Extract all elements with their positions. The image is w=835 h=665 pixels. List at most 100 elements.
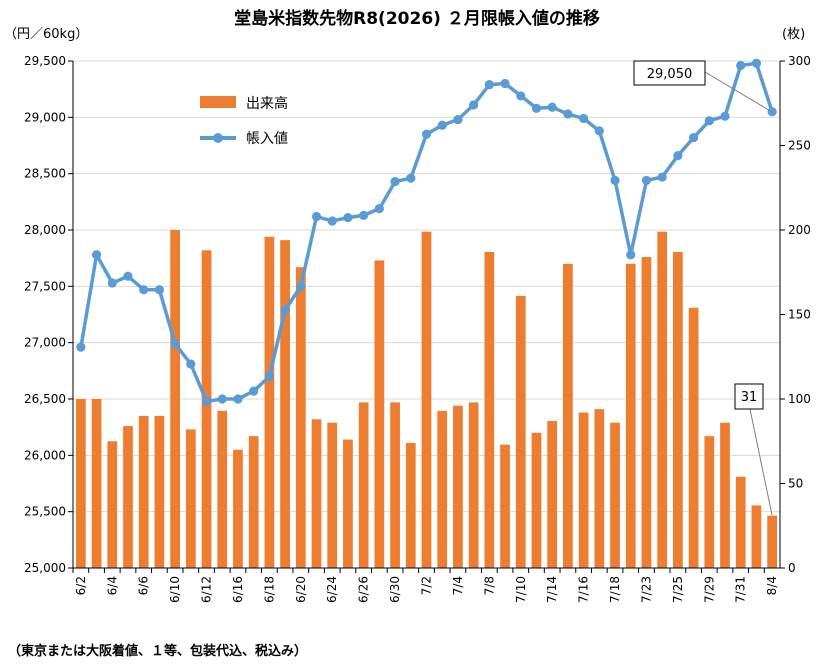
price-point [327,216,337,226]
x-tick-label: 7/8 [482,576,496,595]
volume-bar [405,442,416,568]
volume-bar [563,263,573,568]
volume-bar [421,231,432,568]
price-point [453,114,463,125]
price-point [139,285,149,295]
volume-bar [75,399,86,568]
price-point [249,386,259,396]
volume-bar [233,449,243,568]
price-point [720,111,730,121]
callout-volume: 31 [734,383,773,516]
volume-bar [390,402,400,568]
volume-bar [311,419,322,568]
right-axis-ticks: 0 50 100 150 200 250 300 [780,54,811,575]
price-point [186,359,196,369]
left-tick-label: 28,000 [24,223,66,237]
volume-bar [201,250,212,568]
x-tick-label: 7/25 [671,576,685,603]
right-tick-label: 250 [788,139,811,153]
price-point [531,103,542,113]
volume-bar [625,263,636,568]
volume-bar [735,476,746,568]
price-point [751,58,762,68]
legend: 出来高 帳入値 [200,95,288,147]
x-tick-label: 6/6 [137,576,151,595]
price-point [594,126,604,136]
volume-bar [594,409,605,568]
callout-price-leader [704,71,773,113]
price-point [406,173,416,183]
x-tick-label: 7/10 [514,576,528,603]
volume-bar [468,402,479,568]
volume-bar [484,251,495,568]
volume-bar [343,439,353,568]
volume-bar [217,410,228,568]
right-tick-label: 0 [788,561,796,575]
price-point [170,339,180,349]
price-point [704,116,714,126]
volume-bar [673,251,683,568]
price-point [217,394,227,404]
left-tick-label: 28,500 [24,167,66,181]
price-point [516,91,526,101]
price-point [233,394,243,404]
right-tick-label: 300 [788,54,811,68]
x-tick-label: 6/26 [357,576,371,603]
chart-title: 堂島米指数先物R8(2026) ２月限帳入値の推移 [234,8,600,29]
legend-line-marker [213,133,223,143]
x-tick-label: 7/23 [639,576,653,603]
volume-bar [248,436,259,568]
left-tick-label: 29,000 [24,110,66,124]
x-axis-ticks: 6/2 6/4 6/6 6/10 6/12 6/16 6/18 6/20 6/24 6/26 6/3… [72,568,779,603]
x-tick-label: 7/4 [451,576,465,595]
volume-bar [374,260,385,568]
price-point [563,109,573,119]
price-point [91,250,102,260]
volume-bar [641,257,652,568]
volume-bar [185,429,196,568]
price-point [343,213,353,223]
volume-bar [610,422,620,568]
price-point [311,211,322,222]
price-point [374,203,384,214]
callout-price-box [633,60,706,86]
price-point [280,305,290,315]
price-point [736,60,746,71]
x-tick-label: 6/2 [74,576,88,595]
left-tick-label: 25,500 [24,505,66,519]
volume-bar [751,505,762,568]
volume-bar [515,295,526,568]
price-point [264,371,274,382]
volume-bar [688,307,699,568]
volume-bar [154,415,165,568]
price-point [107,278,117,288]
price-point [76,342,86,352]
x-tick-label: 8/4 [765,576,779,595]
volume-bar [657,231,668,568]
left-axis-unit: （円／60kg） [4,27,88,42]
price-point [579,113,589,124]
x-tick-label: 6/4 [105,576,119,595]
left-tick-label: 26,500 [24,392,66,406]
volume-bar [437,410,448,568]
price-point [500,78,510,89]
price-point [154,285,165,295]
price-point [657,172,667,182]
callout-volume-text: 31 [741,390,758,405]
left-tick-label: 26,000 [24,448,66,462]
price-point [390,176,400,187]
price-point [547,102,557,112]
right-tick-label: 150 [788,308,811,322]
volume-bar [531,432,542,568]
price-point [673,151,683,161]
right-tick-label: 50 [788,477,803,491]
bar-series [75,230,778,568]
left-axis-ticks: 25,000 25,500 26,000 26,500 27,000 27,500 28,0… [24,54,73,575]
x-tick-label: 6/24 [325,576,339,603]
volume-bar [107,441,118,568]
price-point [610,175,620,186]
volume-bar [720,422,730,568]
x-tick-label: 6/30 [388,576,402,603]
callout-price-text: 29,050 [647,67,693,82]
